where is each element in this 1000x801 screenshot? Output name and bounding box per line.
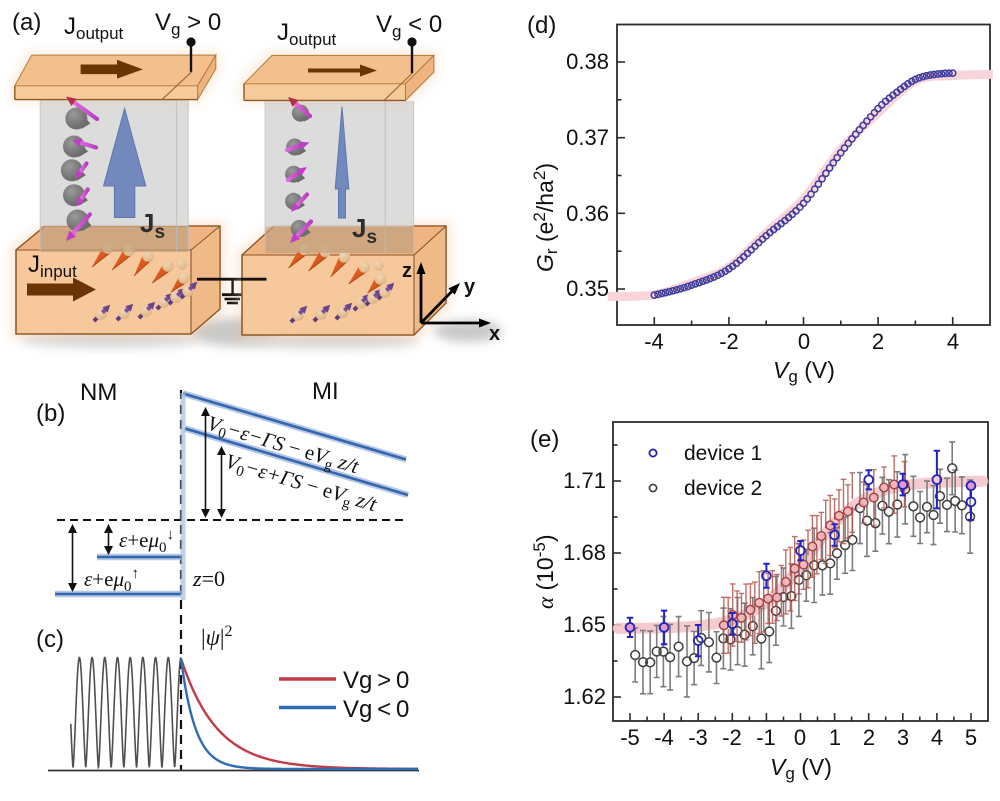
svg-text:Vg < 0: Vg < 0 <box>376 11 442 41</box>
svg-text:1.68: 1.68 <box>563 540 606 565</box>
svg-text:0: 0 <box>794 725 806 750</box>
svg-text:-4: -4 <box>654 725 674 750</box>
svg-text:1.65: 1.65 <box>563 612 606 637</box>
svg-text:device 2: device 2 <box>684 477 762 500</box>
svg-text:α (10-5): α (10-5) <box>530 534 558 609</box>
svg-text:device 1: device 1 <box>684 442 762 465</box>
svg-text:Vg > 0: Vg > 0 <box>155 9 221 39</box>
svg-text:x: x <box>489 323 500 345</box>
svg-text:2: 2 <box>872 329 884 354</box>
svg-text:0.35: 0.35 <box>566 276 609 301</box>
svg-text:Vg (V): Vg (V) <box>773 357 835 386</box>
svg-text:z=0: z=0 <box>192 566 225 591</box>
svg-text:0.38: 0.38 <box>566 49 609 74</box>
svg-text:0: 0 <box>798 329 810 354</box>
svg-text:(d): (d) <box>527 12 556 39</box>
svg-text:ε+eμ0↑: ε+eμ0↑ <box>84 566 139 595</box>
svg-text:0.37: 0.37 <box>566 125 609 150</box>
svg-text:Vg (V): Vg (V) <box>770 754 832 783</box>
svg-text:z: z <box>402 260 412 282</box>
svg-text:3: 3 <box>897 725 909 750</box>
svg-text:-1: -1 <box>756 725 776 750</box>
svg-text:Vg < 0: Vg < 0 <box>343 696 409 723</box>
svg-text:-2: -2 <box>722 725 742 750</box>
svg-text:(c): (c) <box>36 626 64 653</box>
svg-text:ε+eμ0↓: ε+eμ0↓ <box>119 527 174 556</box>
svg-text:2: 2 <box>863 725 875 750</box>
svg-text:4: 4 <box>947 329 959 354</box>
svg-text:1.71: 1.71 <box>563 468 606 493</box>
svg-text:4: 4 <box>931 725 943 750</box>
svg-text:-3: -3 <box>688 725 708 750</box>
svg-text:(e): (e) <box>530 426 559 453</box>
svg-text:y: y <box>464 276 476 298</box>
svg-text:Gr (e2/ha2): Gr (e2/ha2) <box>530 163 561 272</box>
svg-text:-4: -4 <box>644 329 664 354</box>
svg-text:(a): (a) <box>12 9 41 36</box>
svg-text:1.62: 1.62 <box>563 684 606 709</box>
svg-text:1: 1 <box>829 725 841 750</box>
svg-text:5: 5 <box>965 725 977 750</box>
svg-text:Vg > 0: Vg > 0 <box>343 667 409 694</box>
svg-text:0.36: 0.36 <box>566 201 609 226</box>
svg-text:NM: NM <box>80 379 117 406</box>
svg-text:-5: -5 <box>620 725 640 750</box>
svg-text:(b): (b) <box>36 400 65 427</box>
svg-text:MI: MI <box>312 378 339 405</box>
svg-text:-2: -2 <box>719 329 739 354</box>
